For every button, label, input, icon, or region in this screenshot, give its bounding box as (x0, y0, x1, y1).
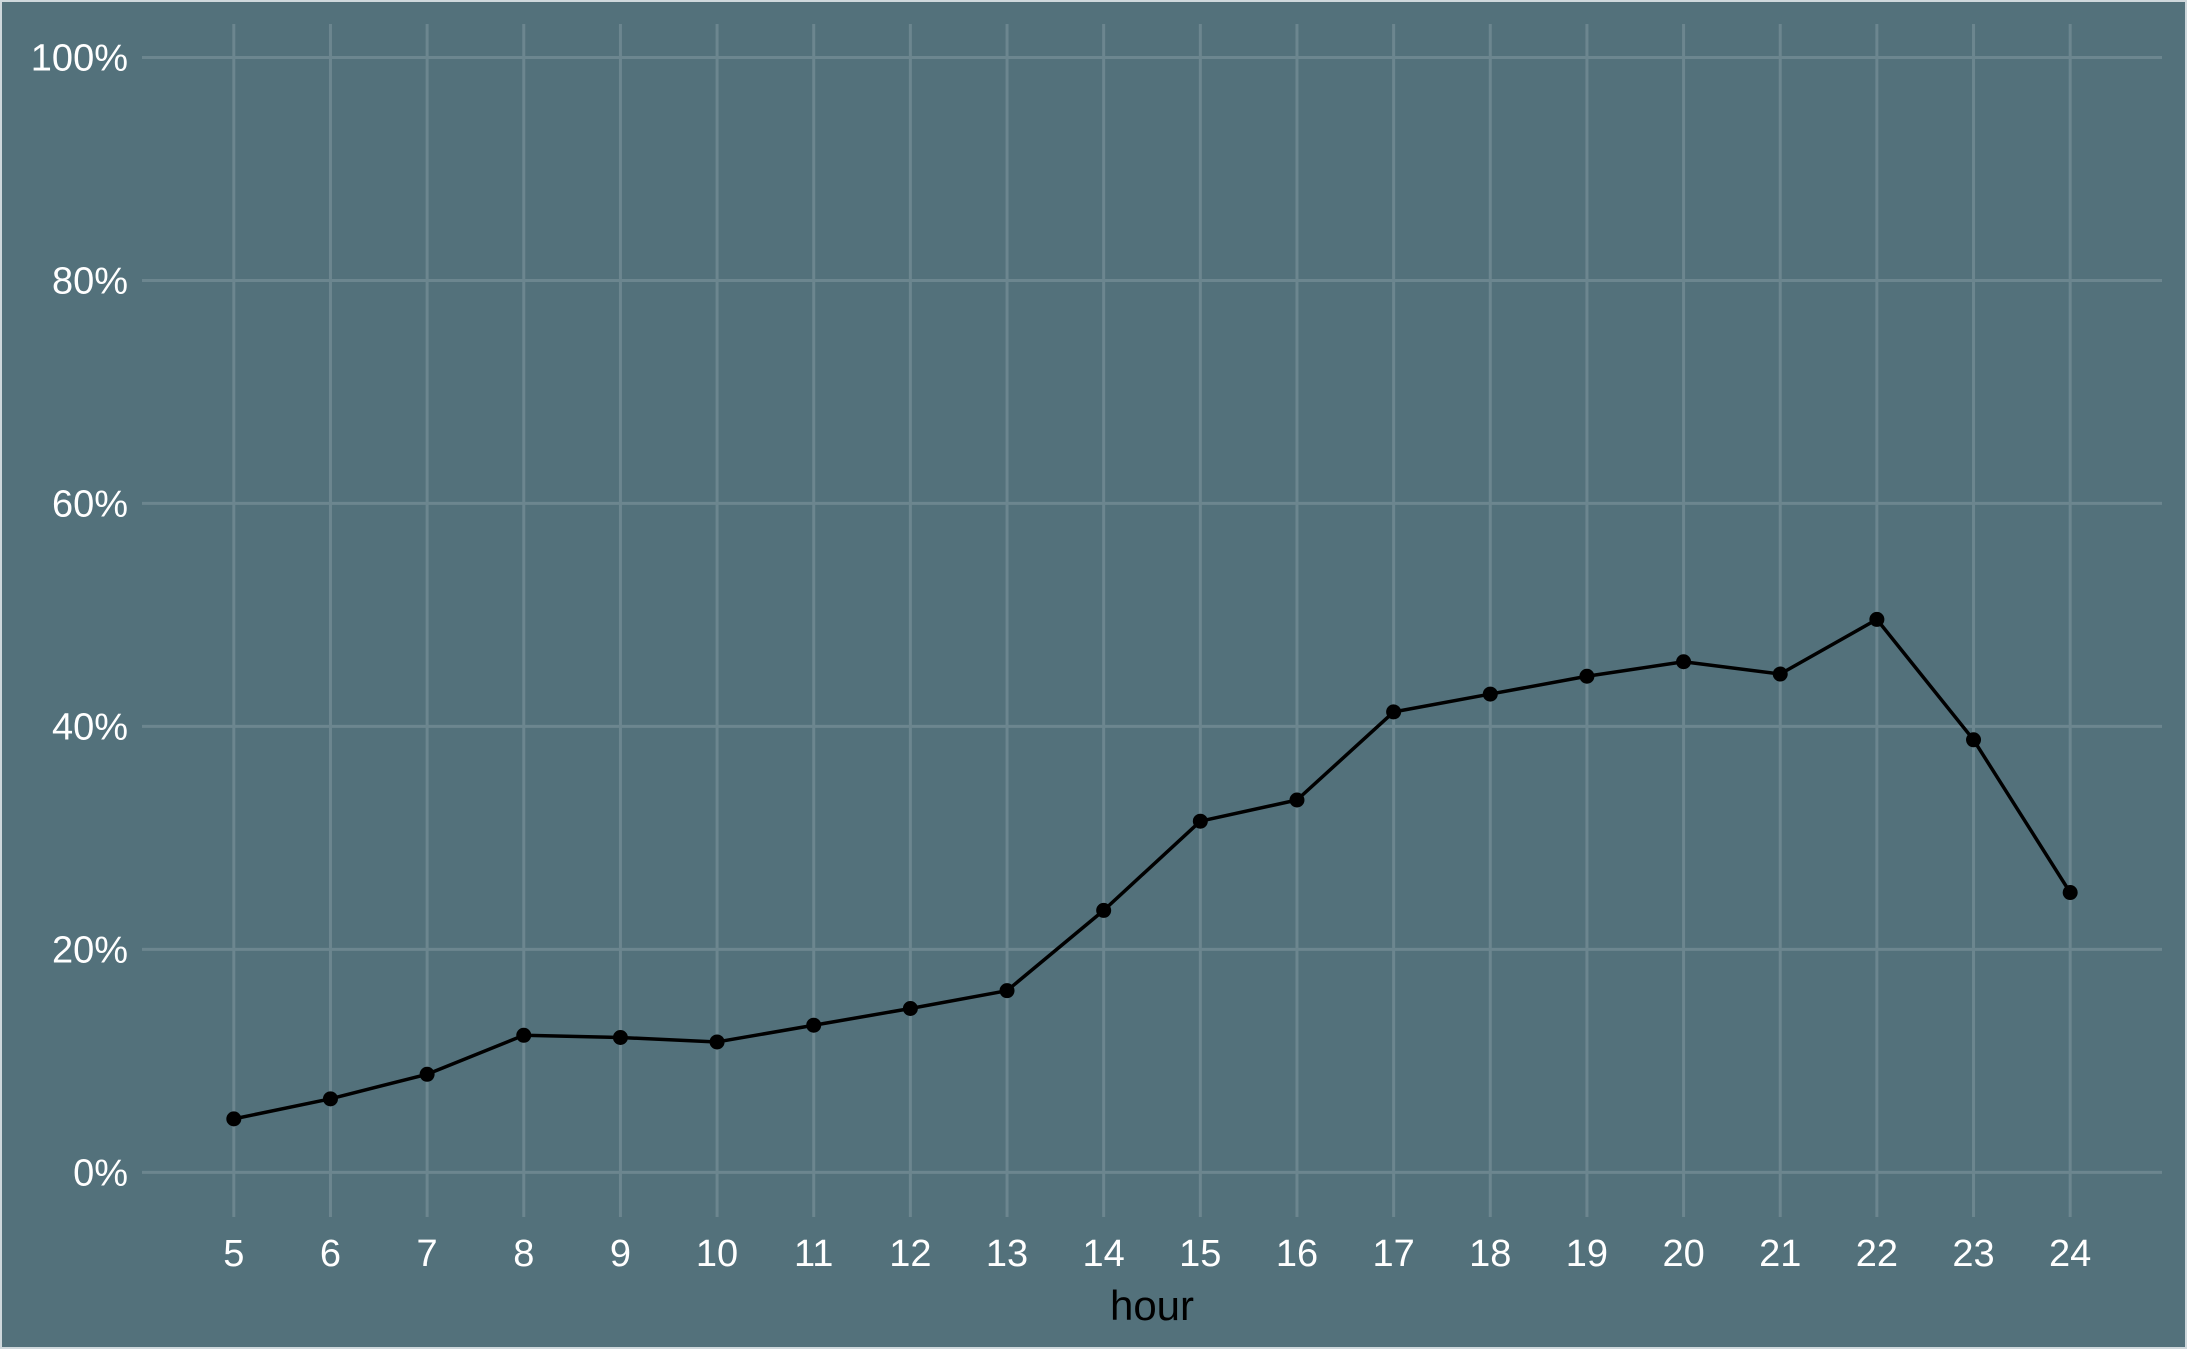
grid-lines (142, 24, 2162, 1217)
x-axis-tick-labels: 5 6 7 8 9 10 11 12 13 14 15 16 17 18 19 20 21 22 23 24 (223, 1233, 2091, 1275)
data-point (322, 1091, 338, 1107)
y-tick-label: 100% (31, 37, 128, 79)
data-point (1482, 686, 1498, 702)
x-tick-label: 5 (223, 1233, 244, 1275)
data-point (1676, 654, 1692, 670)
x-tick-label: 21 (1759, 1233, 1801, 1275)
data-point (1772, 666, 1788, 682)
x-tick-label: 18 (1469, 1233, 1511, 1275)
data-point (612, 1029, 628, 1045)
x-tick-label: 15 (1179, 1233, 1221, 1275)
series-layer (226, 611, 2078, 1127)
x-tick-label: 10 (696, 1233, 738, 1275)
x-tick-label: 22 (1856, 1233, 1898, 1275)
y-tick-label: 20% (52, 929, 128, 971)
data-point (516, 1027, 532, 1043)
data-point (1192, 813, 1208, 829)
data-point (1289, 792, 1305, 808)
data-point (226, 1111, 242, 1127)
data-point (999, 983, 1015, 999)
data-point (1386, 704, 1402, 720)
series-line (233, 617, 2072, 1121)
data-point (1966, 732, 1982, 748)
y-tick-label: 80% (52, 260, 128, 302)
x-tick-label: 6 (320, 1233, 341, 1275)
x-tick-label: 12 (889, 1233, 931, 1275)
x-tick-label: 11 (794, 1233, 833, 1275)
x-axis-title: hour (1110, 1282, 1194, 1329)
y-tick-label: 0% (73, 1152, 128, 1194)
y-axis-tick-labels: 0% 20% 40% 60% 80% 100% (31, 37, 128, 1194)
data-point (2062, 885, 2078, 901)
data-point (1096, 902, 1112, 918)
data-point (419, 1066, 435, 1082)
x-tick-label: 23 (1952, 1233, 1994, 1275)
x-tick-label: 17 (1372, 1233, 1414, 1275)
x-tick-label: 8 (513, 1233, 534, 1275)
x-tick-label: 7 (417, 1233, 438, 1275)
x-tick-label: 19 (1566, 1233, 1608, 1275)
x-tick-label: 16 (1276, 1233, 1318, 1275)
data-point (1579, 668, 1595, 684)
data-point (709, 1034, 725, 1050)
x-tick-label: 24 (2049, 1233, 2091, 1275)
data-point (1869, 611, 1885, 627)
y-tick-label: 60% (52, 483, 128, 525)
data-point (902, 1001, 918, 1017)
x-tick-label: 14 (1083, 1233, 1125, 1275)
x-tick-label: 9 (610, 1233, 631, 1275)
data-point (806, 1017, 822, 1033)
x-tick-label: 20 (1662, 1233, 1704, 1275)
x-tick-label: 13 (986, 1233, 1028, 1275)
y-tick-label: 40% (52, 706, 128, 748)
